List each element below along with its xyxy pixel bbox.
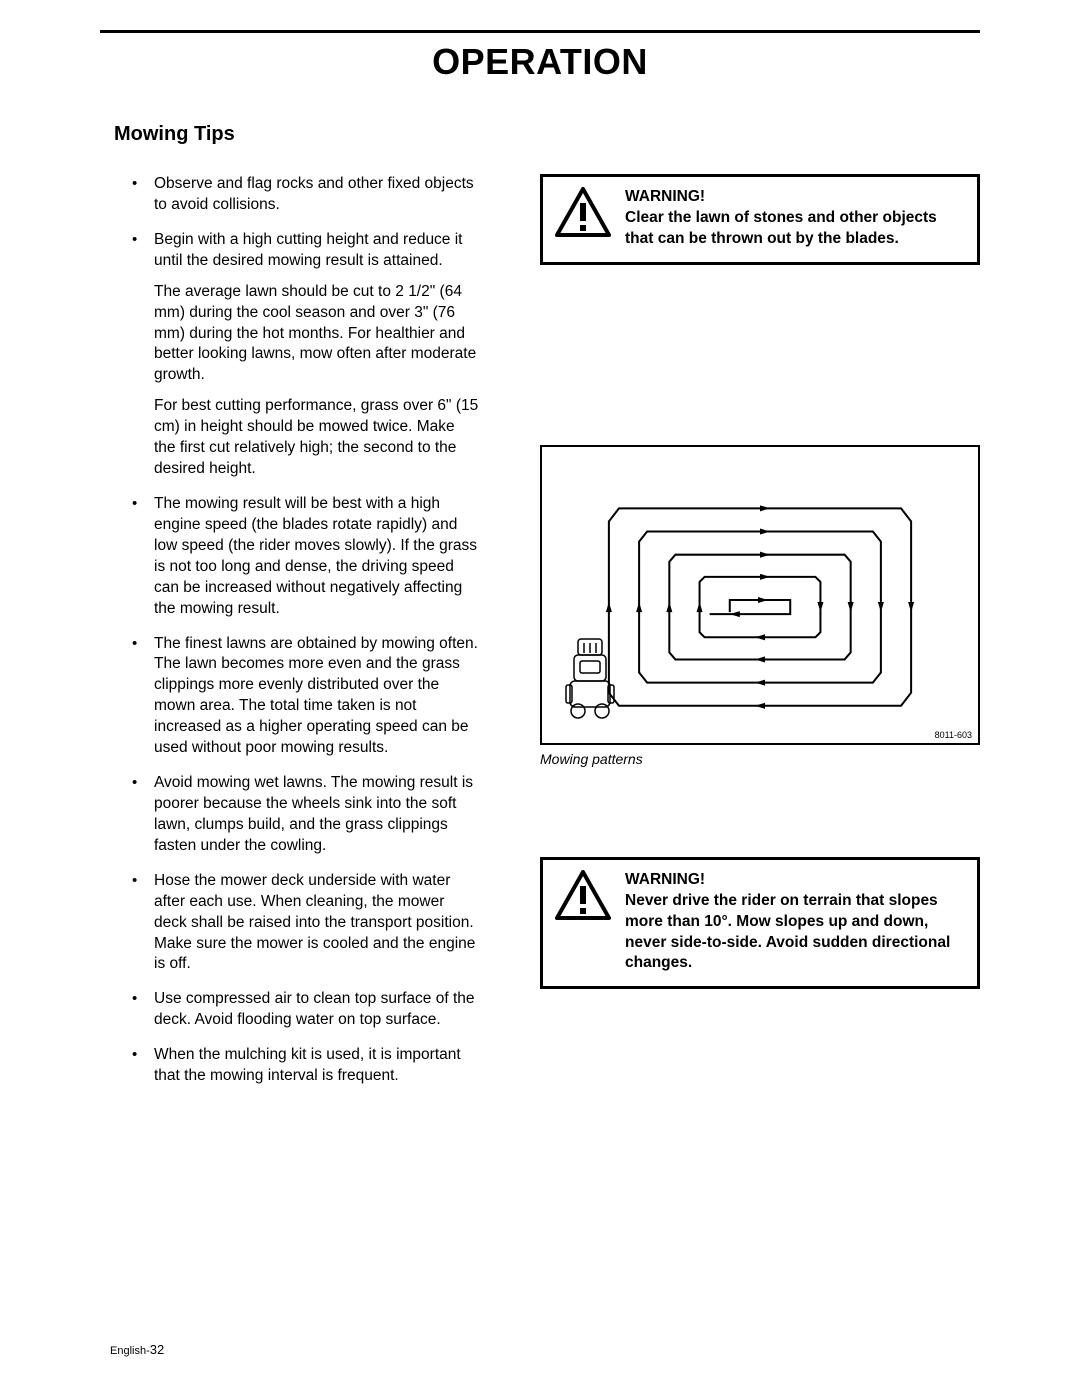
page-root: OPERATION Mowing Tips Observe and flag r… bbox=[0, 0, 1080, 1397]
tip-item: Avoid mowing wet lawns. The mowing resul… bbox=[130, 773, 480, 857]
page-footer: English-32 bbox=[110, 1342, 164, 1357]
warning-box-slope: WARNING! Never drive the rider on terrai… bbox=[540, 857, 980, 990]
page-title: OPERATION bbox=[100, 41, 980, 83]
tip-item: The mowing result will be best with a hi… bbox=[130, 494, 480, 620]
figure-caption: Mowing patterns bbox=[540, 751, 980, 767]
warning-triangle-icon bbox=[555, 187, 611, 237]
tip-sub-paragraph: For best cutting performance, grass over… bbox=[154, 396, 480, 480]
tip-item: Use compressed air to clean top surface … bbox=[130, 989, 480, 1031]
warning-box-slope-wrap: WARNING! Never drive the rider on terrai… bbox=[540, 857, 980, 990]
left-column: Observe and flag rocks and other fixed o… bbox=[100, 174, 480, 1101]
tip-text: Begin with a high cutting height and red… bbox=[154, 230, 480, 272]
tips-list: Observe and flag rocks and other fixed o… bbox=[130, 174, 480, 1087]
tip-item: Hose the mower deck underside with water… bbox=[130, 871, 480, 976]
top-rule bbox=[100, 30, 980, 33]
tip-item: Begin with a high cutting height and red… bbox=[130, 230, 480, 480]
right-column: WARNING! Clear the lawn of stones and ot… bbox=[540, 174, 980, 1101]
warning-heading: WARNING! bbox=[625, 187, 963, 208]
tip-text: Use compressed air to clean top surface … bbox=[154, 989, 480, 1031]
warning-text: WARNING! Clear the lawn of stones and ot… bbox=[625, 187, 963, 250]
footer-lang: English- bbox=[110, 1345, 150, 1357]
tip-text: Avoid mowing wet lawns. The mowing resul… bbox=[154, 773, 480, 857]
warning-heading: WARNING! bbox=[625, 870, 963, 891]
warning-box-stones: WARNING! Clear the lawn of stones and ot… bbox=[540, 174, 980, 265]
section-title: Mowing Tips bbox=[114, 123, 980, 146]
tip-sub-paragraph: The average lawn should be cut to 2 1/2"… bbox=[154, 282, 480, 387]
mowing-pattern-svg bbox=[560, 461, 960, 733]
warning-text: WARNING! Never drive the rider on terrai… bbox=[625, 870, 963, 975]
tip-item: Observe and flag rocks and other fixed o… bbox=[130, 174, 480, 216]
tip-text: The mowing result will be best with a hi… bbox=[154, 494, 480, 620]
footer-page-number: 32 bbox=[150, 1342, 164, 1357]
tip-text: Hose the mower deck underside with water… bbox=[154, 871, 480, 976]
tip-item: When the mulching kit is used, it is imp… bbox=[130, 1045, 480, 1087]
two-column-layout: Observe and flag rocks and other fixed o… bbox=[100, 174, 980, 1101]
rider-mower-icon bbox=[564, 635, 616, 721]
warning-body: Never drive the rider on terrain that sl… bbox=[625, 891, 963, 975]
warning-body: Clear the lawn of stones and other objec… bbox=[625, 208, 963, 250]
warning-triangle-icon bbox=[555, 870, 611, 920]
tip-text: When the mulching kit is used, it is imp… bbox=[154, 1045, 480, 1087]
tip-item: The finest lawns are obtained by mowing … bbox=[130, 634, 480, 760]
tip-text: Observe and flag rocks and other fixed o… bbox=[154, 174, 480, 216]
tip-text: The finest lawns are obtained by mowing … bbox=[154, 634, 480, 760]
mowing-pattern-figure: 8011-603 bbox=[540, 445, 980, 745]
figure-id: 8011-603 bbox=[935, 730, 972, 740]
